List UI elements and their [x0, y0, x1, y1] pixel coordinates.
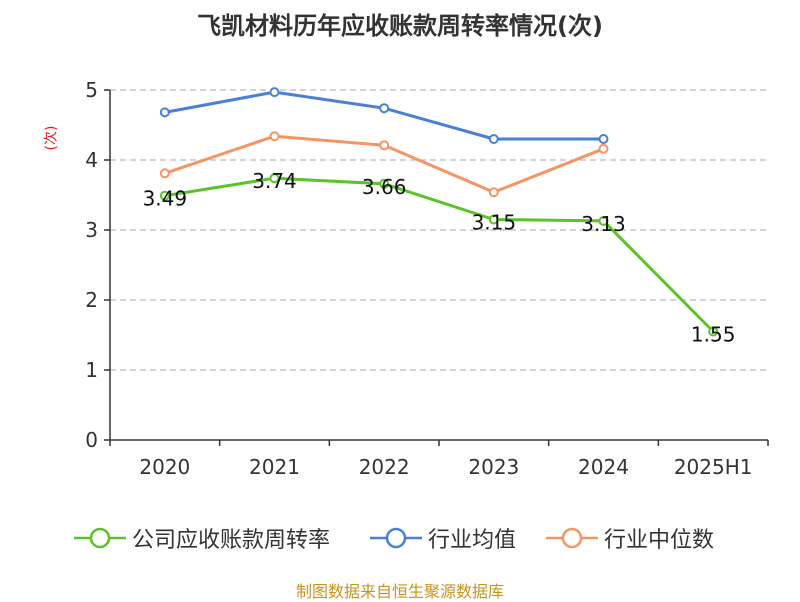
data-point — [159, 168, 170, 179]
data-label: 3.74 — [252, 169, 297, 193]
data-label: 1.55 — [691, 323, 736, 347]
data-point — [379, 140, 390, 151]
x-tick-label: 2025H1 — [674, 455, 753, 479]
data-labels: 3.49 3.74 3.66 3.15 3.13 1.55 — [143, 169, 736, 346]
axes: 0 1 2 3 4 5 2020 2021 2022 2023 2024 2025H1 — [85, 78, 769, 479]
data-point — [708, 326, 719, 337]
legend-label: 公司应收账款周转率 — [132, 528, 331, 553]
data-point — [269, 131, 280, 142]
y-tick-label: 1 — [85, 358, 98, 382]
y-tick-label: 4 — [85, 148, 98, 172]
data-point — [159, 107, 170, 118]
series-lines — [159, 87, 719, 337]
chart-title: 飞凯材料历年应收账款周转率情况(次) — [197, 12, 603, 40]
grid-lines — [110, 89, 768, 371]
legend-marker-icon — [546, 527, 598, 549]
y-tick-label: 2 — [85, 288, 98, 312]
data-point — [159, 190, 170, 201]
legend-marker-icon — [74, 527, 126, 549]
legend-label: 行业均值 — [428, 528, 517, 553]
data-label: 3.66 — [362, 175, 407, 199]
data-point — [379, 103, 390, 114]
data-point — [598, 143, 609, 154]
legend-item-company[interactable]: 公司应收账款周转率 — [74, 518, 330, 558]
data-point — [269, 87, 280, 98]
y-tick-label: 5 — [85, 78, 98, 102]
series-line — [164, 176, 715, 333]
legend: 公司应收账款周转率 行业均值 行业中位数 — [0, 518, 800, 558]
x-tick-label: 2024 — [578, 455, 629, 479]
data-point — [488, 214, 499, 225]
x-tick-label: 2020 — [139, 455, 190, 479]
series-line — [164, 90, 604, 141]
data-label: 3.13 — [581, 212, 626, 236]
x-tick-label: 2023 — [468, 455, 519, 479]
y-tick-label: 0 — [85, 428, 98, 452]
data-label: 3.49 — [143, 187, 188, 211]
data-point — [379, 178, 390, 189]
y-tick-label: 3 — [85, 218, 98, 242]
legend-item-industry-median[interactable]: 行业中位数 — [546, 518, 714, 558]
data-point — [598, 215, 609, 226]
data-point — [488, 134, 499, 144]
x-tick-label: 2022 — [359, 455, 410, 479]
data-point — [598, 134, 609, 144]
source-note: 制图数据来自恒生聚源数据库 — [295, 582, 504, 601]
legend-item-industry-mean[interactable]: 行业均值 — [370, 518, 516, 558]
legend-marker-icon — [370, 527, 422, 549]
data-label: 3.15 — [472, 211, 517, 235]
legend-label: 行业中位数 — [604, 528, 715, 553]
x-tick-label: 2021 — [249, 455, 300, 479]
data-point — [269, 173, 280, 184]
data-point — [488, 187, 499, 198]
